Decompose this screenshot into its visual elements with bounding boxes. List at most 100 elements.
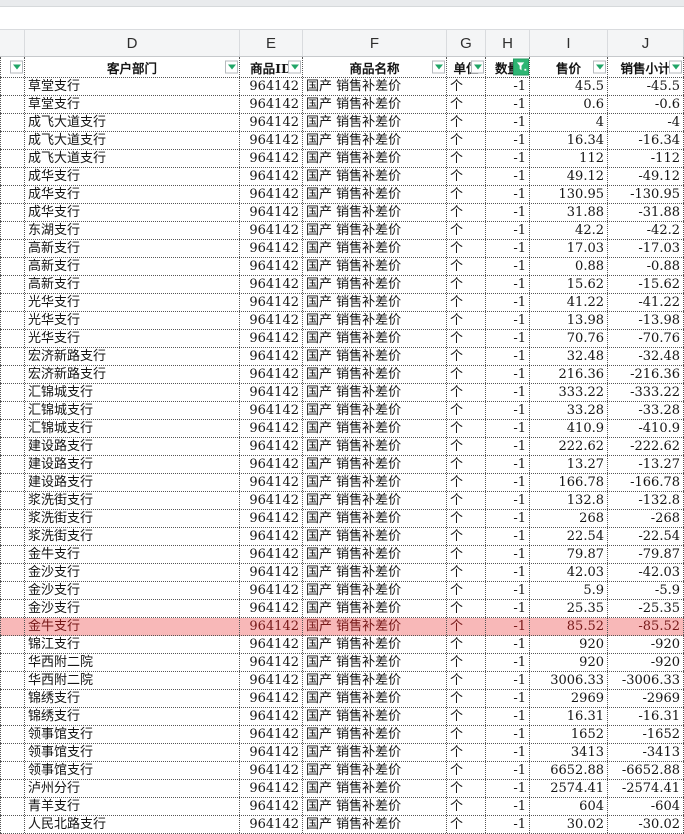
cell-customer-dept[interactable]: 浆洗街支行: [25, 528, 240, 545]
cell-quantity[interactable]: -1: [486, 258, 530, 275]
cell-customer-dept[interactable]: 领事馆支行: [25, 744, 240, 761]
cell-subtotal[interactable]: -112: [608, 150, 684, 167]
cell-product-name[interactable]: 国产 销售补差价: [303, 762, 447, 779]
cell-unit[interactable]: 个: [447, 672, 486, 689]
cell-subtotal[interactable]: -3006.33: [608, 672, 684, 689]
cell-unit[interactable]: 个: [447, 708, 486, 725]
cell-quantity[interactable]: -1: [486, 222, 530, 239]
cell-subtotal[interactable]: -17.03: [608, 240, 684, 257]
cell-product-id[interactable]: 964142: [240, 150, 303, 167]
cell-empty[interactable]: [0, 528, 25, 545]
cell-customer-dept[interactable]: 东湖支行: [25, 222, 240, 239]
cell-product-name[interactable]: 国产 销售补差价: [303, 546, 447, 563]
cell-quantity[interactable]: -1: [486, 600, 530, 617]
cell-product-id[interactable]: 964142: [240, 654, 303, 671]
cell-product-id[interactable]: 964142: [240, 564, 303, 581]
cell-subtotal[interactable]: -32.48: [608, 348, 684, 365]
cell-unit[interactable]: 个: [447, 636, 486, 653]
cell-price[interactable]: 112: [530, 150, 608, 167]
cell-customer-dept[interactable]: 光华支行: [25, 330, 240, 347]
cell-product-id[interactable]: 964142: [240, 186, 303, 203]
column-letter-h[interactable]: H: [486, 30, 530, 56]
cell-subtotal[interactable]: -31.88: [608, 204, 684, 221]
cell-product-name[interactable]: 国产 销售补差价: [303, 744, 447, 761]
cell-price[interactable]: 17.03: [530, 240, 608, 257]
cell-customer-dept[interactable]: 建设路支行: [25, 438, 240, 455]
cell-subtotal[interactable]: -920: [608, 654, 684, 671]
cell-product-id[interactable]: 964142: [240, 420, 303, 437]
cell-quantity[interactable]: -1: [486, 798, 530, 815]
cell-unit[interactable]: 个: [447, 168, 486, 185]
cell-product-id[interactable]: 964142: [240, 672, 303, 689]
cell-product-name[interactable]: 国产 销售补差价: [303, 240, 447, 257]
cell-product-id[interactable]: 964142: [240, 636, 303, 653]
cell-product-id[interactable]: 964142: [240, 276, 303, 293]
header-cell-i[interactable]: 售价: [530, 57, 608, 77]
cell-unit[interactable]: 个: [447, 222, 486, 239]
cell-customer-dept[interactable]: 汇锦城支行: [25, 384, 240, 401]
cell-product-id[interactable]: 964142: [240, 222, 303, 239]
cell-product-id[interactable]: 964142: [240, 78, 303, 95]
cell-price[interactable]: 33.28: [530, 402, 608, 419]
cell-product-id[interactable]: 964142: [240, 114, 303, 131]
cell-product-name[interactable]: 国产 销售补差价: [303, 816, 447, 833]
cell-quantity[interactable]: -1: [486, 474, 530, 491]
cell-unit[interactable]: 个: [447, 312, 486, 329]
cell-quantity[interactable]: -1: [486, 366, 530, 383]
cell-customer-dept[interactable]: 锦绣支行: [25, 708, 240, 725]
filter-dropdown-button[interactable]: [669, 60, 682, 74]
cell-product-name[interactable]: 国产 销售补差价: [303, 366, 447, 383]
filter-dropdown-button[interactable]: [225, 60, 238, 74]
cell-unit[interactable]: 个: [447, 726, 486, 743]
cell-product-id[interactable]: 964142: [240, 510, 303, 527]
cell-price[interactable]: 42.03: [530, 564, 608, 581]
cell-product-name[interactable]: 国产 销售补差价: [303, 618, 447, 635]
cell-product-name[interactable]: 国产 销售补差价: [303, 474, 447, 491]
cell-price[interactable]: 1652: [530, 726, 608, 743]
cell-product-name[interactable]: 国产 销售补差价: [303, 780, 447, 797]
cell-unit[interactable]: 个: [447, 204, 486, 221]
cell-empty[interactable]: [0, 132, 25, 149]
cell-product-name[interactable]: 国产 销售补差价: [303, 330, 447, 347]
cell-subtotal[interactable]: -42.03: [608, 564, 684, 581]
cell-customer-dept[interactable]: 华西附二院: [25, 654, 240, 671]
cell-price[interactable]: 2574.41: [530, 780, 608, 797]
cell-customer-dept[interactable]: 宏济新路支行: [25, 366, 240, 383]
cell-empty[interactable]: [0, 186, 25, 203]
cell-product-name[interactable]: 国产 销售补差价: [303, 438, 447, 455]
cell-product-id[interactable]: 964142: [240, 240, 303, 257]
cell-product-id[interactable]: 964142: [240, 294, 303, 311]
cell-product-id[interactable]: 964142: [240, 168, 303, 185]
cell-unit[interactable]: 个: [447, 654, 486, 671]
cell-price[interactable]: 166.78: [530, 474, 608, 491]
cell-price[interactable]: 0.88: [530, 258, 608, 275]
cell-quantity[interactable]: -1: [486, 186, 530, 203]
cell-subtotal[interactable]: -13.27: [608, 456, 684, 473]
cell-price[interactable]: 604: [530, 798, 608, 815]
column-letter-d[interactable]: D: [25, 30, 240, 56]
column-letter-g[interactable]: G: [447, 30, 486, 56]
cell-quantity[interactable]: -1: [486, 780, 530, 797]
cell-quantity[interactable]: -1: [486, 132, 530, 149]
cell-empty[interactable]: [0, 150, 25, 167]
cell-quantity[interactable]: -1: [486, 654, 530, 671]
header-cell-c[interactable]: [0, 57, 25, 77]
cell-unit[interactable]: 个: [447, 114, 486, 131]
cell-subtotal[interactable]: -49.12: [608, 168, 684, 185]
cell-customer-dept[interactable]: 领事馆支行: [25, 762, 240, 779]
cell-empty[interactable]: [0, 780, 25, 797]
cell-empty[interactable]: [0, 582, 25, 599]
cell-product-name[interactable]: 国产 销售补差价: [303, 726, 447, 743]
cell-price[interactable]: 920: [530, 654, 608, 671]
cell-price[interactable]: 45.5: [530, 78, 608, 95]
cell-unit[interactable]: 个: [447, 348, 486, 365]
cell-empty[interactable]: [0, 240, 25, 257]
cell-product-name[interactable]: 国产 销售补差价: [303, 708, 447, 725]
cell-quantity[interactable]: -1: [486, 96, 530, 113]
header-cell-j[interactable]: 销售小计: [608, 57, 684, 77]
cell-product-name[interactable]: 国产 销售补差价: [303, 348, 447, 365]
cell-product-name[interactable]: 国产 销售补差价: [303, 312, 447, 329]
cell-product-id[interactable]: 964142: [240, 258, 303, 275]
cell-empty[interactable]: [0, 600, 25, 617]
cell-subtotal[interactable]: -15.62: [608, 276, 684, 293]
